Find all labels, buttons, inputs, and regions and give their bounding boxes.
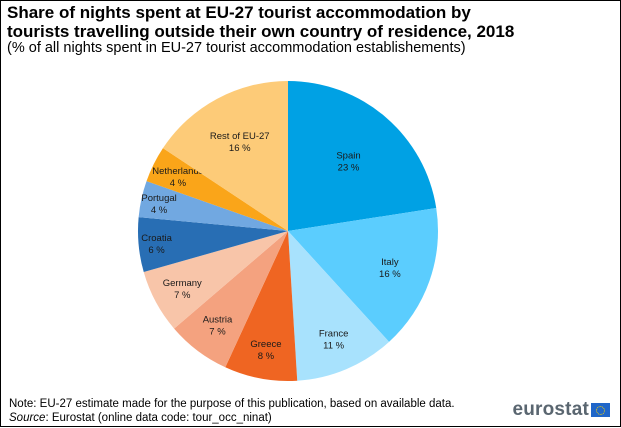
slice-label-name: Rest of EU-27 xyxy=(210,131,270,142)
chart-title-line-2: tourists travelling outside their own co… xyxy=(7,22,515,41)
eurostat-logo-text: eurostat xyxy=(512,399,589,420)
slice-label-value: 4 % xyxy=(151,205,168,216)
slice-label-name: Portugal xyxy=(141,193,176,204)
slice-label-name: Germany xyxy=(163,278,202,289)
pie-slice-france xyxy=(288,231,390,381)
pie-slice-spain xyxy=(288,81,437,231)
slice-label-value: 16 % xyxy=(229,143,251,154)
slice-label-value: 7 % xyxy=(174,290,191,301)
pie-slice-croatia xyxy=(138,217,288,273)
slice-label-name: Netherlands xyxy=(152,166,203,177)
source-text: : Eurostat (online data code: tour_occ_n… xyxy=(45,412,272,424)
pie-slice-portugal xyxy=(138,181,288,231)
pie-slice-greece xyxy=(225,231,298,381)
chart-subtitle: (% of all nights spent in EU-27 tourist … xyxy=(7,40,466,56)
chart-title-line-1: Share of nights spent at EU-27 tourist a… xyxy=(7,3,471,22)
eurostat-logo: eurostat xyxy=(512,399,610,421)
slice-label-value: 23 % xyxy=(338,162,360,173)
slice-label-name: Croatia xyxy=(141,233,172,244)
slice-label-value: 16 % xyxy=(379,269,401,280)
source-line: Source: Eurostat (online data code: tour… xyxy=(9,411,272,426)
slice-label-name: Spain xyxy=(336,150,360,161)
slice-label-name: Italy xyxy=(381,257,399,268)
slice-label-name: Greece xyxy=(250,339,281,350)
pie-slice-austria xyxy=(174,231,288,368)
slice-label-value: 4 % xyxy=(170,178,187,189)
source-label: Source xyxy=(9,412,46,424)
slice-label-value: 7 % xyxy=(209,326,226,337)
chart-title: Share of nights spent at EU-27 tourist a… xyxy=(7,3,514,41)
slice-label-value: 11 % xyxy=(323,341,345,352)
slice-label-value: 6 % xyxy=(148,245,165,256)
eu-flag-icon xyxy=(591,403,610,417)
slice-label-name: France xyxy=(319,329,349,340)
pie-slice-netherlands xyxy=(146,148,288,231)
pie-slice-italy xyxy=(288,207,438,342)
slice-label-name: Austria xyxy=(203,314,233,325)
slice-label-value: 8 % xyxy=(258,351,275,362)
footnote: Note: EU-27 estimate made for the purpos… xyxy=(9,398,455,410)
pie-slice-germany xyxy=(143,231,288,329)
pie-slice-rest-of-eu-27 xyxy=(162,81,288,231)
